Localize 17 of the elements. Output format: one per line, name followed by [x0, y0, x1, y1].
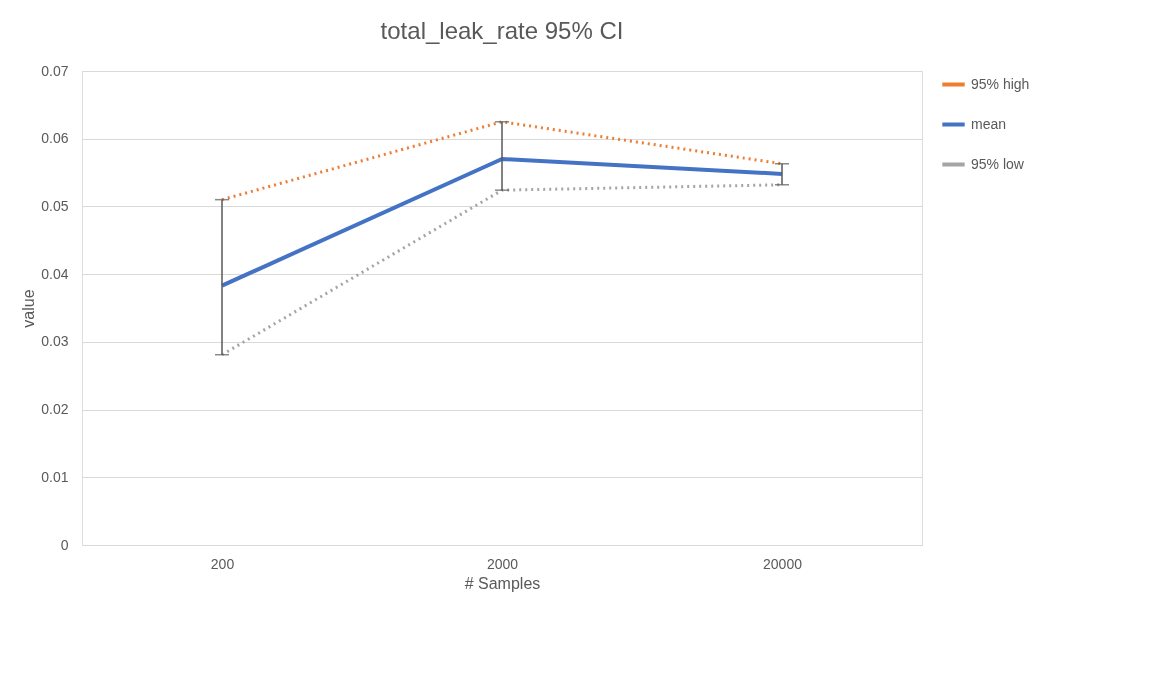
x-tick-label: 200 [210, 555, 235, 572]
y-tick-label: 0.01 [41, 468, 69, 485]
legend-label: 95% high [971, 75, 1030, 92]
x-tick-label: 2000 [486, 555, 519, 572]
y-tick-label: 0.07 [41, 62, 69, 79]
legend-label: 95% low [971, 155, 1025, 172]
x-tick-label: 20000 [763, 555, 803, 572]
y-tick-label: 0.02 [41, 401, 69, 418]
legend-label: mean [971, 115, 1007, 132]
y-tick-label: 0.06 [41, 130, 69, 147]
y-tick-label: 0.05 [41, 197, 69, 214]
y-tick-label: 0.03 [41, 333, 69, 350]
y-axis-title: value [20, 289, 38, 328]
x-axis-title: # Samples [464, 574, 541, 592]
y-tick-label: 0 [60, 536, 69, 553]
y-tick-label: 0.04 [41, 265, 69, 282]
chart-title: total_leak_rate 95% CI [380, 17, 624, 44]
